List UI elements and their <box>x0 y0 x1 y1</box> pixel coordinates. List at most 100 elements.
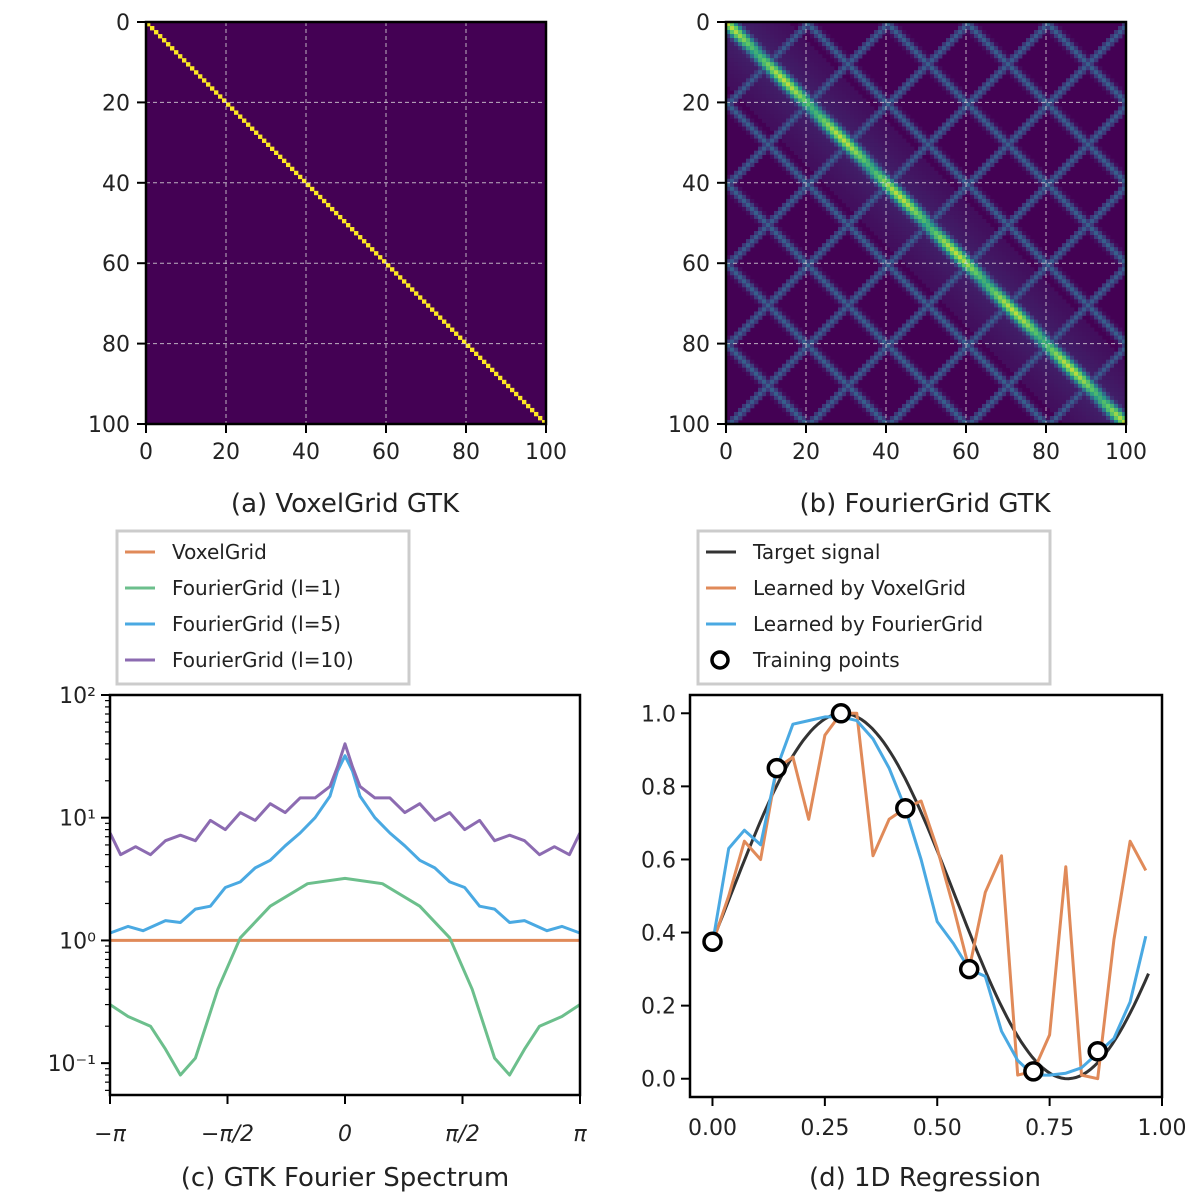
b-heatmap-cell <box>854 178 859 184</box>
b-heatmap-cell <box>902 255 907 260</box>
b-heatmap-cell <box>942 162 947 168</box>
b-heatmap-cell <box>934 214 939 220</box>
b-heatmap-cell <box>942 42 947 47</box>
b-heatmap-cell <box>902 90 907 95</box>
b-heatmap-cell <box>926 311 931 316</box>
b-heatmap-cell <box>794 42 799 47</box>
b-heatmap-cell <box>830 66 835 71</box>
b-heatmap-cell <box>1122 22 1126 27</box>
a-heatmap-cell <box>426 303 431 308</box>
b-heatmap-cell <box>870 142 875 147</box>
b-heatmap-cell <box>1026 78 1031 83</box>
b-heatmap-cell <box>782 134 787 139</box>
b-heatmap-cell <box>1006 263 1011 268</box>
b-heatmap-cell <box>1002 335 1007 340</box>
b-heatmap-cell <box>934 134 939 139</box>
b-heatmap-cell <box>742 70 747 75</box>
b-heatmap-cell <box>970 251 975 256</box>
b-heatmap-cell <box>854 227 859 232</box>
b-heatmap-cell <box>778 126 783 131</box>
b-heatmap-cell <box>806 343 811 348</box>
b-heatmap-cell <box>826 86 831 91</box>
b-heatmap-cell <box>906 327 911 332</box>
b-heatmap-cell <box>766 142 771 147</box>
b-heatmap-cell <box>798 146 803 151</box>
b-heatmap-cell <box>786 34 791 39</box>
b-heatmap-cell <box>982 239 987 244</box>
b-heatmap-cell <box>1010 142 1015 147</box>
b-heatmap-cell <box>754 134 759 139</box>
b-heatmap-cell <box>838 122 843 127</box>
b-heatmap-cell <box>930 206 935 212</box>
b-heatmap-cell <box>794 114 799 119</box>
b-heatmap-cell <box>794 62 799 67</box>
b-heatmap-cell <box>786 38 791 43</box>
b-heatmap-cell <box>890 154 895 160</box>
b-heatmap-cell <box>982 339 987 344</box>
b-heatmap-cell <box>902 182 907 188</box>
b-heatmap-cell <box>1050 355 1055 361</box>
b-heatmap-cell <box>794 118 799 123</box>
b-heatmap-cell <box>1018 146 1023 151</box>
b-heatmap-cell <box>1078 142 1083 147</box>
b-heatmap-cell <box>882 263 887 268</box>
b-heatmap-cell <box>882 106 887 111</box>
b-heatmap-cell <box>750 243 755 248</box>
b-heatmap-cell <box>894 355 899 361</box>
b-heatmap-cell <box>766 150 771 156</box>
b-heatmap-cell <box>878 267 883 272</box>
b-heatmap-cell <box>878 158 883 164</box>
b-heatmap-cell <box>938 178 943 184</box>
b-heatmap-cell <box>1038 22 1043 27</box>
b-heatmap-cell <box>1050 255 1055 260</box>
b-heatmap-cell <box>774 66 779 71</box>
b-heatmap-cell <box>1026 351 1031 357</box>
b-heatmap-cell <box>738 174 743 180</box>
b-heatmap-cell <box>1030 198 1035 204</box>
b-heatmap-cell <box>774 110 779 115</box>
b-heatmap-cell <box>1054 343 1059 348</box>
b-heatmap-cell <box>1042 182 1047 188</box>
b-heatmap-cell <box>822 138 827 143</box>
b-heatmap-cell <box>886 106 891 111</box>
b-heatmap-cell <box>822 98 827 103</box>
b-heatmap-cell <box>1090 231 1095 236</box>
b-heatmap-cell <box>822 114 827 119</box>
b-heatmap-cell <box>742 58 747 63</box>
b-heatmap-cell <box>898 178 903 184</box>
b-heatmap-cell <box>814 54 819 59</box>
b-heatmap-cell <box>1078 347 1083 352</box>
b-heatmap-cell <box>990 335 995 340</box>
b-heatmap-cell <box>994 58 999 63</box>
b-heatmap-cell <box>730 343 735 348</box>
b-heatmap-cell <box>1010 138 1015 143</box>
b-heatmap-cell <box>798 335 803 340</box>
b-heatmap-cell <box>730 54 735 59</box>
b-heatmap-cell <box>970 351 975 357</box>
b-heatmap-cell <box>758 114 763 119</box>
b-heatmap-cell <box>1118 178 1123 184</box>
b-heatmap-cell <box>874 231 879 236</box>
b-heatmap-cell <box>830 70 835 75</box>
b-heatmap-cell <box>958 106 963 111</box>
b-heatmap-cell <box>902 327 907 332</box>
b-heatmap-cell <box>910 54 915 59</box>
b-heatmap-cell <box>930 74 935 79</box>
b-heatmap-cell <box>750 359 755 365</box>
b-heatmap-cell <box>1094 311 1099 316</box>
b-heatmap-cell <box>858 227 863 232</box>
b-heatmap-cell <box>1006 335 1011 340</box>
b-heatmap-cell <box>1074 138 1079 143</box>
b-heatmap-cell <box>786 126 791 131</box>
a-heatmap-cell <box>390 267 395 272</box>
b-heatmap-cell <box>958 247 963 252</box>
b-heatmap-cell <box>890 235 895 240</box>
b-heatmap-cell <box>938 235 943 240</box>
b-heatmap-cell <box>978 34 983 39</box>
b-heatmap-cell <box>906 319 911 324</box>
b-heatmap-cell <box>970 206 975 212</box>
b-heatmap-cell <box>830 98 835 103</box>
b-heatmap-cell <box>1054 114 1059 119</box>
b-heatmap-cell <box>946 323 951 328</box>
